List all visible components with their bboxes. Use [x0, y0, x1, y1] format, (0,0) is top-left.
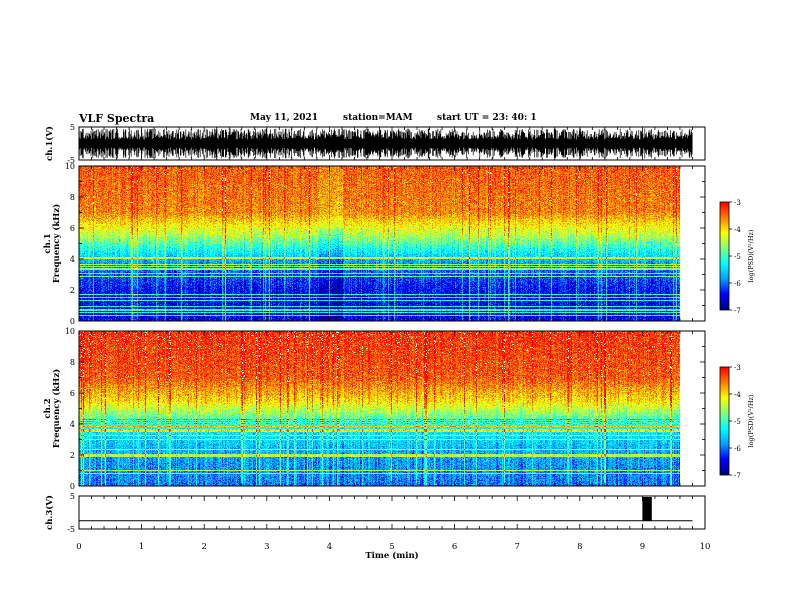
- ch2-spec-y-tick-label: 2: [70, 451, 75, 460]
- panel-frame-3: [78, 330, 706, 487]
- ch1-wave-y-tick-label: 5: [70, 123, 75, 132]
- ch2-spec-y-tick-label: 6: [70, 389, 75, 398]
- ch1-wave-ylabel: ch.1(V): [44, 126, 55, 161]
- ch1-spec-y-tick-label: 2: [70, 286, 75, 295]
- ch1-spectrogram: [79, 166, 692, 321]
- colorbar-label-1: log(PSD)(V²/Hz): [747, 229, 755, 282]
- ch1-spec-y-tick-label: 8: [70, 193, 75, 202]
- x-tick-label: 10: [700, 542, 711, 552]
- colorbar-label-text: log(PSD)(V²/Hz): [747, 229, 755, 282]
- x-tick-label: 4: [327, 542, 332, 552]
- ch1-wave-ylabel-line: ch.1(V): [44, 126, 55, 161]
- ch3-wave-y-tick-label: 5: [70, 492, 75, 501]
- station-label: station=MAM: [343, 113, 413, 123]
- ch2-spec-ylabel-line: ch.2: [43, 398, 53, 418]
- x-axis-label: Time (min): [365, 550, 418, 561]
- start-time-label: start UT = 23: 40: 1: [437, 113, 537, 123]
- panel-frame-2: [78, 165, 706, 322]
- ch1-waveform-trace: [78, 128, 693, 159]
- ch1-spec-ylabel-line: ch.1: [43, 233, 53, 253]
- x-tick-label: 9: [640, 542, 645, 552]
- colorbar-tick-label: -3: [734, 364, 741, 372]
- colorbar-tick-label: -5: [734, 418, 741, 426]
- figure-title: VLF Spectra: [79, 112, 155, 125]
- ch1-spec-y-tick-label: 6: [70, 224, 75, 233]
- ch3-wave-ylabel-line: ch.3(V): [44, 495, 55, 530]
- ch1-colorbar: [720, 202, 729, 310]
- colorbar-tick-label: -4: [734, 391, 741, 399]
- ch1-spec-y-tick-label: 0: [70, 317, 75, 326]
- x-tick-label: 0: [76, 542, 81, 552]
- colorbar-label-2: log(PSD)(V²/Hz): [747, 394, 755, 447]
- ch2-spec-ylabel: ch.2 Frequency (kHz): [43, 369, 62, 448]
- date-label: May 11, 2021: [250, 113, 318, 123]
- colorbar-tick-label: -6: [734, 280, 741, 288]
- x-tick-label: 2: [201, 542, 206, 552]
- x-tick-label: 3: [264, 542, 269, 552]
- colorbar-tick-label: -7: [734, 307, 741, 315]
- ch3-pulse: [642, 497, 652, 521]
- colorbar-tick-label: -3: [734, 199, 741, 207]
- x-tick-label: 8: [577, 542, 582, 552]
- ch3-wave-y-tick-label: -5: [67, 525, 75, 534]
- x-tick-label: 7: [514, 542, 519, 552]
- ch2-spec-y-tick-label: 4: [70, 420, 75, 429]
- ch1-spec-ylabel-line: Frequency (kHz): [51, 204, 62, 283]
- colorbar-tick-label: -7: [734, 472, 741, 480]
- colorbar-label-text: log(PSD)(V²/Hz): [747, 394, 755, 447]
- colorbar-tick-label: -6: [734, 445, 741, 453]
- colorbar-frame-1: [719, 201, 730, 311]
- ch2-spec-y-tick-label: 10: [65, 327, 75, 336]
- x-tick-label: 1: [139, 542, 144, 552]
- ch2-spectrogram: [79, 331, 692, 486]
- colorbar-frame-2: [719, 366, 730, 476]
- ch3-wave-ylabel: ch.3(V): [44, 495, 55, 530]
- ch1-spec-y-tick-label: 4: [70, 255, 75, 264]
- x-tick-label: 6: [452, 542, 457, 552]
- ch2-spec-y-tick-label: 0: [70, 482, 75, 491]
- ch2-colorbar: [720, 367, 729, 475]
- colorbar-tick-label: -5: [734, 253, 741, 261]
- ch1-spec-ylabel: ch.1 Frequency (kHz): [43, 204, 62, 283]
- ch2-spec-ylabel-line: Frequency (kHz): [51, 369, 62, 448]
- ch1-spec-y-tick-label: 10: [65, 162, 75, 171]
- x-tick-label: 5: [389, 542, 394, 552]
- ch2-spec-y-tick-label: 8: [70, 358, 75, 367]
- ch1-wave-y-tick-label: -5: [67, 156, 75, 165]
- colorbar-tick-label: -4: [734, 226, 741, 234]
